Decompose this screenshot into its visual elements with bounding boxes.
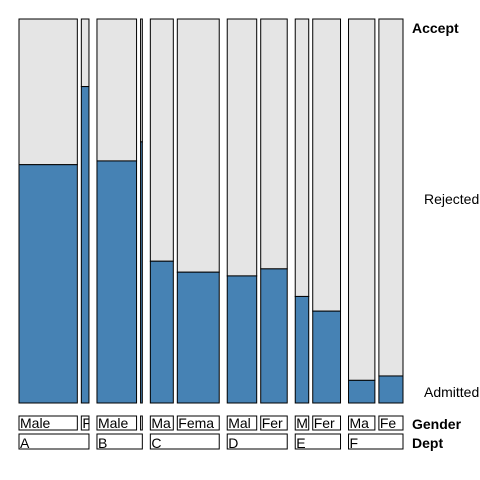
gender-label-box-a-female [80, 415, 90, 431]
dept-label-box-d [226, 433, 288, 450]
gender-label-box-b-male [96, 415, 138, 431]
tile-admitted-a-male [18, 164, 78, 404]
mosaic-tiles [18, 18, 404, 404]
tile-admitted-e-female [312, 310, 342, 404]
gender-label-box-b-female [140, 415, 143, 431]
tile-rejected-b-male [96, 18, 138, 162]
tile-admitted-b-male [96, 160, 138, 404]
tile-rejected-a-male [18, 18, 78, 166]
dept-label-box-c [149, 433, 220, 450]
gender-label-box-c-female [176, 415, 220, 431]
tile-rejected-f-female [378, 18, 404, 377]
gender-label-c-female: Fema [178, 415, 214, 431]
accept-header: Accept [412, 20, 459, 36]
gender-label-box-e-female [312, 415, 342, 431]
dept-label-c: C [151, 435, 161, 451]
dept-label-box-a [18, 433, 90, 450]
dept-header: Dept [412, 435, 443, 451]
gender-label-b-male: Male [98, 415, 129, 431]
dept-label-b: B [98, 435, 107, 451]
dept-label-e: E [296, 435, 305, 451]
tile-rejected-c-female [176, 18, 220, 273]
admitted-level-label: Admitted [424, 384, 479, 400]
tile-admitted-f-male [348, 379, 376, 404]
tile-rejected-e-male [294, 18, 310, 297]
tile-rejected-e-female [312, 18, 342, 312]
gender-label-a-female: F [82, 415, 91, 431]
tile-admitted-b-female [140, 141, 143, 404]
tile-rejected-a-female [80, 18, 90, 88]
gender-label-box-d-male [226, 415, 258, 431]
tile-rejected-f-male [348, 18, 376, 381]
dept-label-f: F [350, 435, 359, 451]
dept-label-box-f [348, 433, 404, 450]
gender-label-box-f-male [348, 415, 376, 431]
mosaic-labels: Male F A Male B Ma Fema C Mal Fer D M Fer E Ma Fe F [18, 415, 404, 451]
tile-admitted-a-female [80, 86, 90, 404]
gender-label-c-male: Ma [151, 415, 171, 431]
gender-label-box-d-female [260, 415, 288, 431]
tile-admitted-e-male [294, 295, 310, 404]
gender-header: Gender [412, 416, 462, 432]
gender-label-box-f-female [378, 415, 404, 431]
tile-admitted-d-female [260, 268, 288, 404]
dept-label-box-e [294, 433, 342, 450]
tile-rejected-d-male [226, 18, 258, 277]
gender-label-f-female: Fe [380, 415, 397, 431]
gender-label-box-c-male [149, 415, 174, 431]
rejected-level-label: Rejected [424, 191, 479, 207]
dept-label-d: D [228, 435, 238, 451]
tile-rejected-d-female [260, 18, 288, 270]
tile-rejected-b-female [140, 18, 143, 143]
tile-admitted-c-male [149, 260, 174, 404]
tile-admitted-f-female [378, 375, 404, 404]
gender-label-box-e-male [294, 415, 310, 431]
gender-label-box-a-male [18, 415, 78, 431]
gender-label-e-female: Fer [314, 415, 335, 431]
gender-label-a-male: Male [20, 415, 51, 431]
tile-admitted-c-female [176, 271, 220, 404]
gender-label-d-female: Fer [262, 415, 283, 431]
tile-rejected-c-male [149, 18, 174, 262]
tile-admitted-d-male [226, 275, 258, 404]
gender-label-d-male: Mal [228, 415, 251, 431]
gender-label-e-male: M [296, 415, 308, 431]
gender-label-f-male: Ma [350, 415, 370, 431]
dept-label-box-b [96, 433, 143, 450]
dept-label-a: A [20, 435, 30, 451]
